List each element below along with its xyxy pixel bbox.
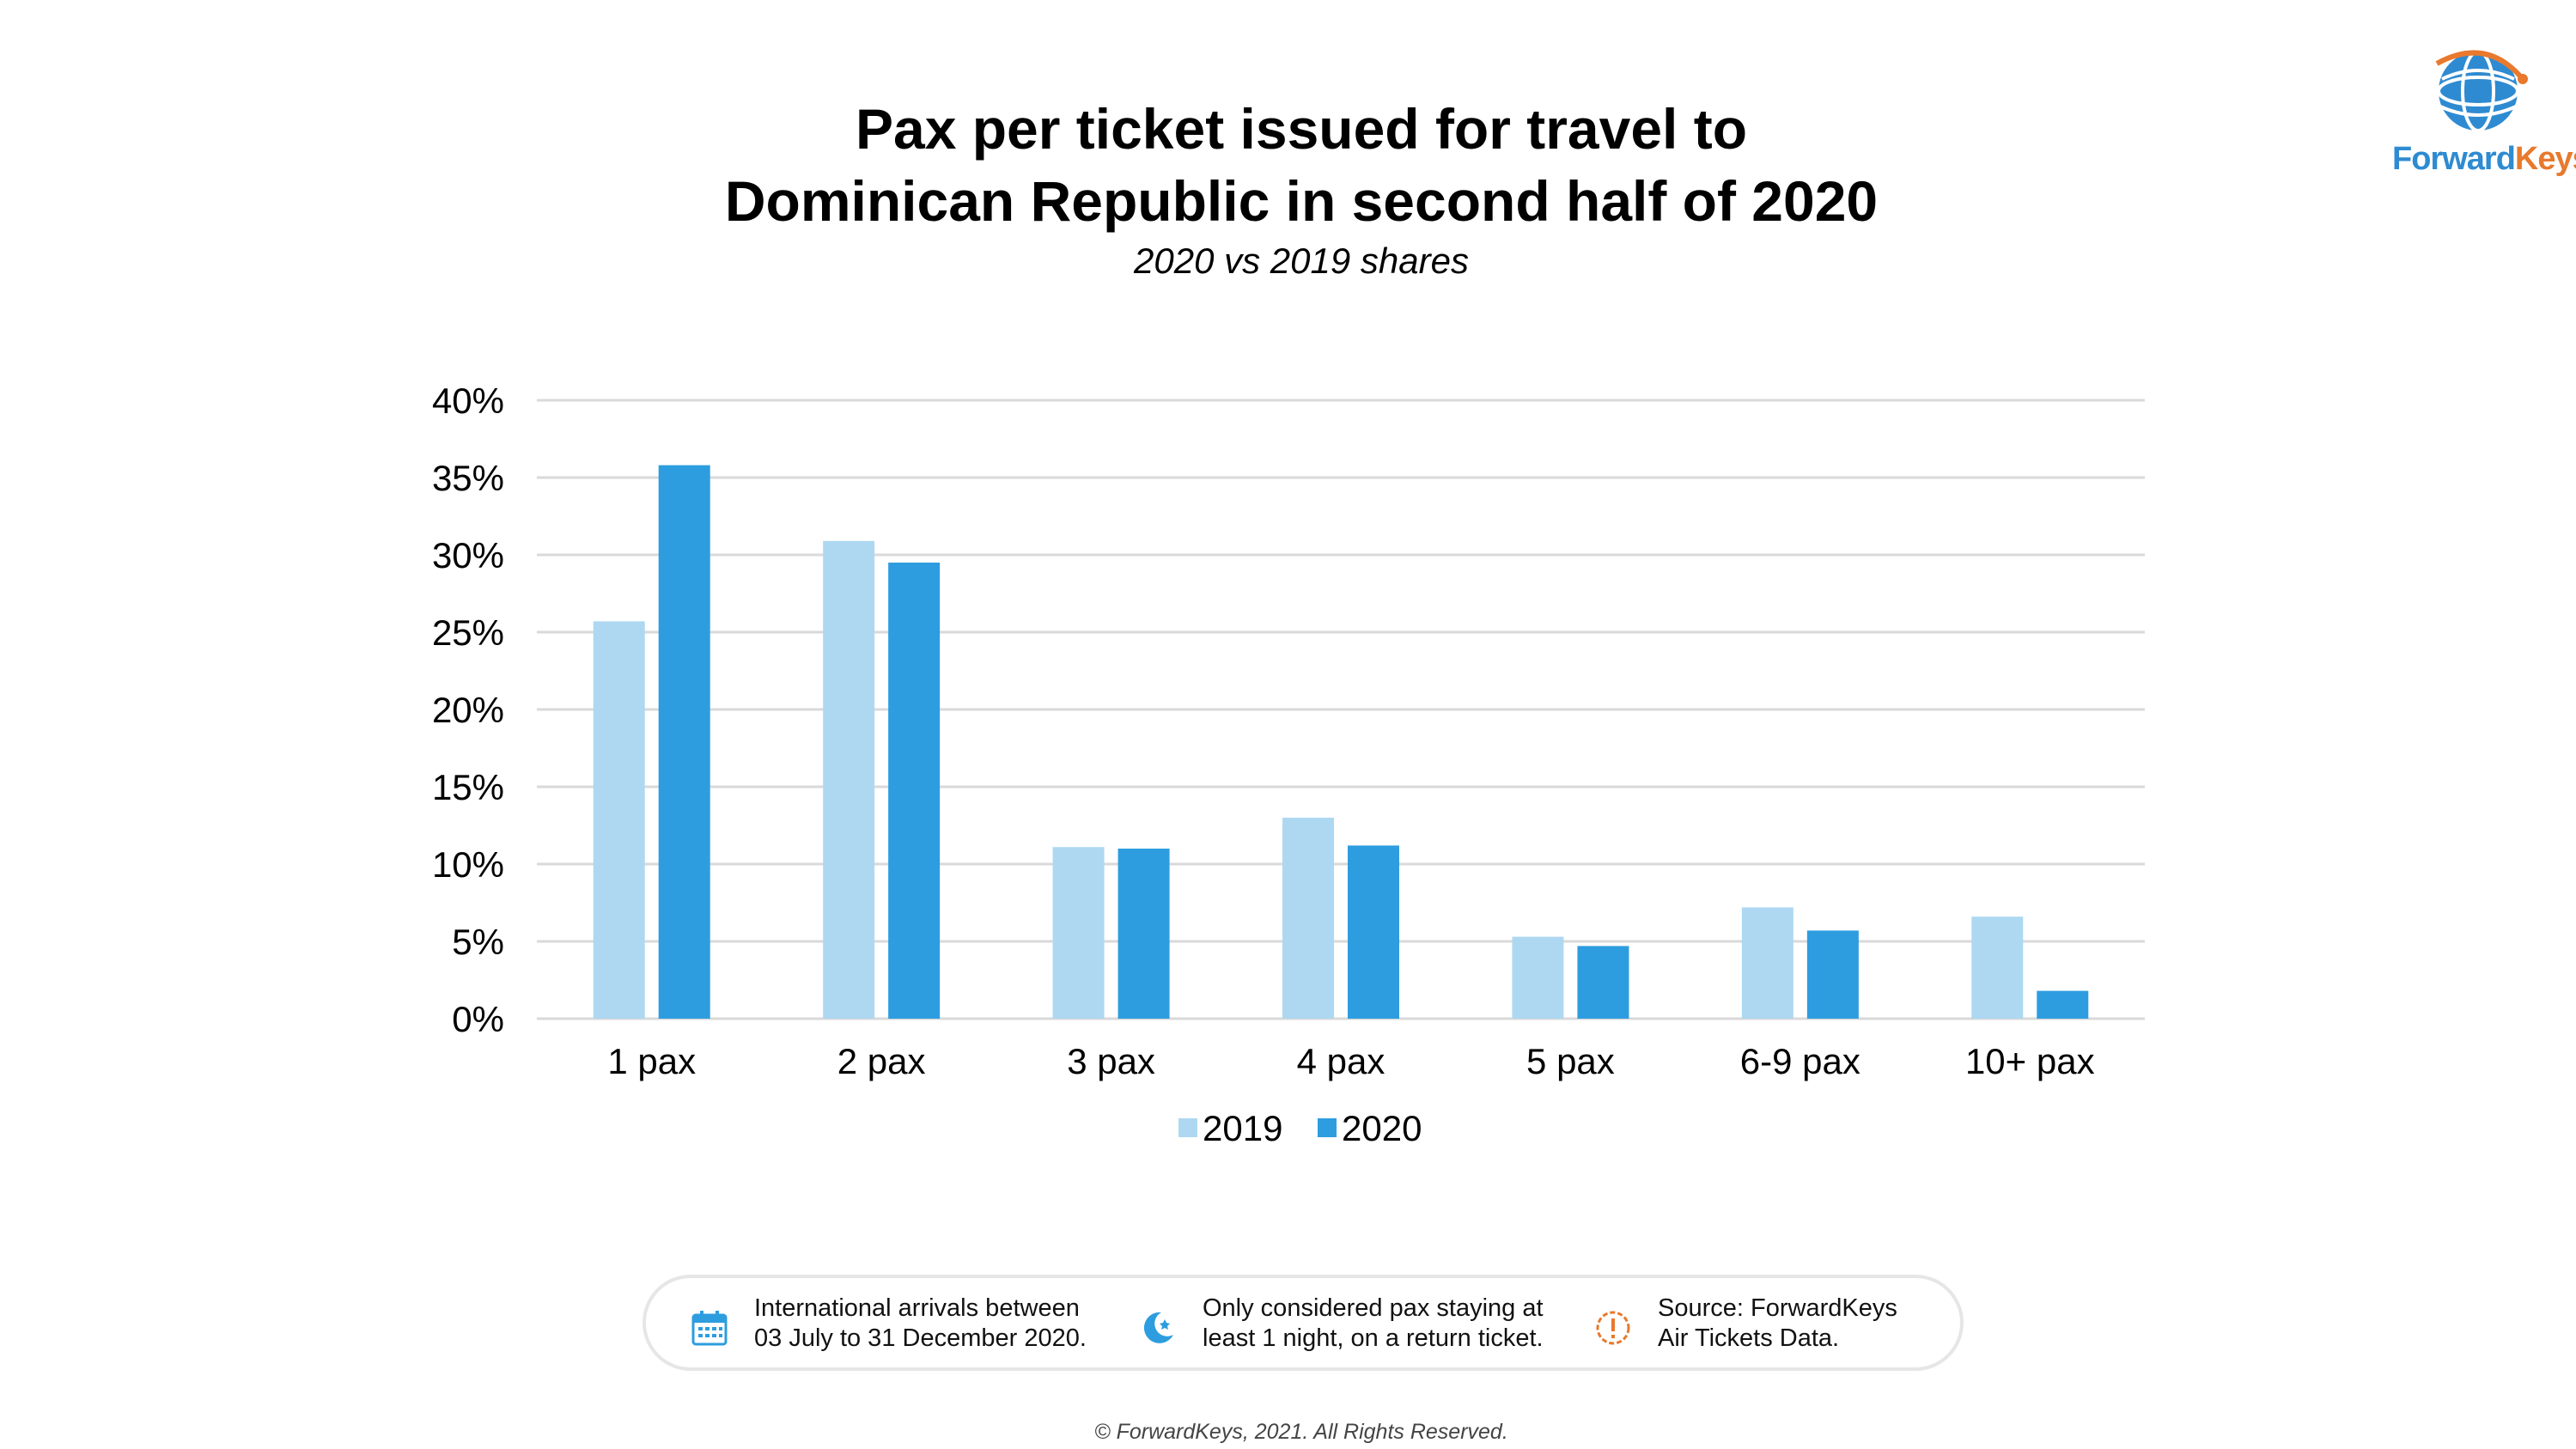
y-tick-label: 25% [432,612,504,653]
x-tick-label: 1 pax [607,1041,696,1081]
calendar-icon [691,1311,728,1346]
info-stay-text: Only considered pax staying at least 1 n… [1203,1294,1544,1354]
x-axis-tick-labels: 1 pax 2 pax 3 pax 4 pax 5 pax 6-9 pax 10+ pax [607,1041,2094,1081]
logo-text-keys: Keys [2514,141,2576,177]
moon-icon [1143,1312,1173,1343]
legend: 2019 2020 [1178,1108,1422,1148]
info-source-text: Source: ForwardKeys Air Tickets Data. [1658,1294,1897,1354]
y-tick-label: 0% [452,999,504,1039]
logo-wordmark: ForwardKeys [2392,141,2576,178]
y-tick-label: 40% [432,381,504,421]
bar-2019-0 [593,621,645,1019]
chart-title-line-1: Pax per ticket issued for travel to [855,97,1748,161]
bar-2019-4 [1512,936,1564,1019]
copyright-notice: © ForwardKeys, 2021. All Rights Reserved… [1094,1420,1508,1444]
y-tick-label: 30% [432,535,504,575]
info-period-text: International arrivals between 03 July t… [754,1294,1087,1354]
chart-title-block: Pax per ticket issued for travel to Domi… [0,93,2576,285]
x-tick-label: 3 pax [1067,1041,1155,1081]
info-period-line-1: International arrivals between [754,1294,1080,1322]
logo-text-forward: Forward [2392,141,2516,177]
y-tick-label: 10% [432,844,504,885]
bar-2020-6 [2037,990,2089,1019]
bar-2019-5 [1741,907,1793,1019]
y-tick-label: 35% [432,458,504,498]
legend-swatch-2020 [1318,1118,1337,1137]
info-stay-line-1: Only considered pax staying at [1203,1294,1544,1322]
x-tick-label: 5 pax [1526,1041,1615,1081]
bar-2019-6 [1971,916,2024,1019]
bar-2020-1 [888,563,941,1019]
info-item-stay: Only considered pax staying at least 1 n… [1139,1294,1544,1354]
info-period-line-2: 03 July to 31 December 2020. [754,1324,1087,1352]
legend-label-2019: 2019 [1203,1108,1282,1148]
bar-2019-2 [1052,847,1105,1019]
legend-label-2020: 2020 [1342,1108,1422,1148]
info-item-period: International arrivals between 03 July t… [691,1294,1087,1354]
bar-chart: 0% 5% 10% 15% 20% 25% 30% 35% 40% 1 pax 2 pax 3 pa… [432,381,2145,1148]
bar-2020-5 [1806,930,1859,1019]
bar-2020-4 [1577,946,1629,1019]
bar-2020-3 [1348,845,1399,1019]
chart-subtitle: 2020 vs 2019 shares [1134,240,1469,281]
x-tick-label: 2 pax [837,1041,926,1081]
info-stay-line-2: least 1 night, on a return ticket. [1203,1324,1544,1352]
bar-2019-3 [1282,818,1334,1019]
bar-2020-2 [1117,849,1170,1019]
y-tick-label: 5% [452,922,504,962]
grid-layer [537,399,2145,1020]
x-tick-label: 4 pax [1297,1041,1385,1081]
y-axis-tick-labels: 0% 5% 10% 15% 20% 25% 30% 35% 40% [432,381,504,1039]
forwardkeys-logo: ForwardKeys [2392,45,2576,191]
globe-icon [2435,50,2528,132]
bar-layer [593,465,2089,1019]
bar-2020-0 [658,465,710,1019]
x-tick-label: 6-9 pax [1740,1041,1860,1081]
alert-icon [1596,1311,1630,1345]
info-item-source: Source: ForwardKeys Air Tickets Data. [1594,1294,1897,1354]
y-tick-label: 20% [432,690,504,730]
x-tick-label: 10+ pax [1965,1041,2095,1081]
y-tick-label: 15% [432,767,504,807]
legend-swatch-2019 [1178,1118,1197,1137]
chart-title-line-2: Dominican Republic in second half of 202… [724,169,1879,233]
info-source-line-2: Air Tickets Data. [1658,1324,1840,1352]
info-source-line-1: Source: ForwardKeys [1658,1294,1897,1322]
bar-2019-1 [823,540,875,1019]
info-footnote-box: International arrivals between 03 July t… [642,1275,1964,1371]
